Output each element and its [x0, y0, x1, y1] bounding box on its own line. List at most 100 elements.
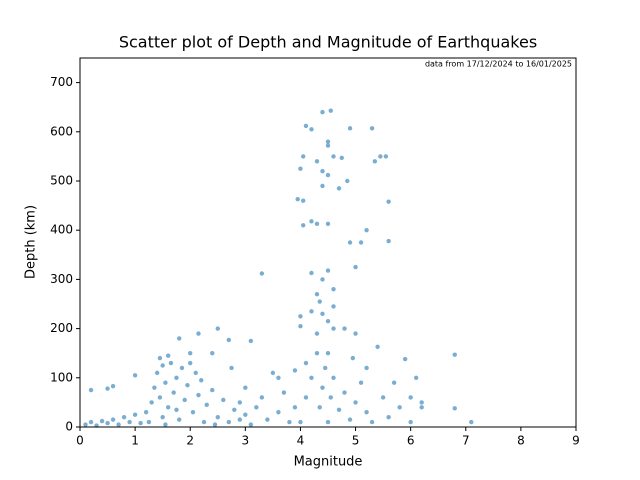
- point: [243, 385, 248, 390]
- point: [295, 197, 300, 202]
- point: [383, 154, 389, 159]
- point: [413, 375, 419, 380]
- point: [325, 143, 331, 148]
- point: [110, 383, 116, 389]
- annotation: data from 17/12/2024 to 16/01/2025: [425, 60, 572, 69]
- point: [298, 314, 303, 319]
- point: [215, 414, 220, 420]
- point: [325, 172, 331, 178]
- point: [303, 395, 309, 400]
- point: [303, 360, 309, 366]
- y-tick-label: 100: [50, 370, 73, 384]
- point: [347, 417, 353, 422]
- point: [254, 405, 259, 410]
- point: [165, 405, 171, 410]
- point: [309, 219, 314, 224]
- point: [317, 405, 322, 410]
- point: [331, 375, 336, 380]
- point: [154, 370, 160, 376]
- point: [190, 410, 196, 415]
- point: [320, 168, 325, 174]
- point: [386, 238, 391, 244]
- point: [402, 356, 408, 362]
- point: [320, 385, 325, 390]
- point: [160, 414, 165, 420]
- point: [350, 355, 355, 361]
- point: [325, 268, 331, 273]
- point: [309, 127, 314, 132]
- point: [328, 395, 333, 400]
- point: [331, 287, 336, 292]
- point: [314, 331, 320, 336]
- point: [185, 382, 190, 388]
- chart-title: Scatter plot of Depth and Magnitude of E…: [119, 33, 537, 52]
- point: [320, 183, 325, 189]
- point: [177, 336, 182, 341]
- point: [314, 159, 320, 164]
- point: [331, 154, 336, 159]
- point: [342, 390, 347, 395]
- point: [301, 154, 306, 159]
- point: [88, 387, 94, 393]
- point: [196, 392, 201, 398]
- point: [320, 311, 325, 317]
- y-tick-label: 0: [65, 420, 73, 434]
- y-tick-label: 700: [50, 75, 73, 89]
- point: [146, 419, 152, 425]
- point: [237, 417, 243, 422]
- point: [149, 400, 154, 405]
- point: [138, 420, 143, 426]
- point: [325, 351, 331, 356]
- point: [358, 380, 364, 385]
- point: [336, 407, 342, 412]
- point: [281, 390, 287, 395]
- point: [270, 370, 276, 376]
- point: [320, 277, 325, 282]
- point: [152, 385, 157, 390]
- point: [342, 326, 347, 331]
- point: [303, 123, 309, 129]
- point: [325, 419, 331, 425]
- point: [132, 373, 138, 378]
- point: [419, 400, 424, 405]
- point: [369, 419, 375, 425]
- point: [237, 400, 243, 405]
- point: [174, 407, 179, 412]
- point: [353, 331, 358, 336]
- point: [215, 326, 220, 331]
- point: [345, 178, 350, 184]
- point: [160, 363, 165, 368]
- point: [298, 419, 303, 425]
- point: [196, 331, 201, 336]
- point: [347, 240, 353, 245]
- point: [325, 319, 331, 324]
- point: [248, 338, 254, 344]
- point: [226, 419, 231, 425]
- point: [182, 397, 187, 403]
- point: [372, 159, 378, 164]
- point: [339, 155, 344, 161]
- point: [188, 360, 193, 366]
- point: [325, 139, 331, 144]
- points: [83, 108, 474, 428]
- point: [210, 351, 215, 356]
- point: [177, 417, 182, 422]
- point: [201, 419, 207, 425]
- point: [163, 422, 168, 427]
- point: [188, 351, 193, 356]
- point: [386, 414, 391, 420]
- point: [221, 397, 226, 403]
- point: [121, 414, 127, 420]
- point: [204, 402, 209, 408]
- point: [309, 375, 314, 380]
- point: [452, 406, 457, 411]
- point: [331, 326, 336, 331]
- point: [320, 109, 325, 115]
- point: [212, 422, 218, 427]
- point: [199, 378, 204, 383]
- point: [165, 353, 171, 358]
- point: [408, 419, 413, 425]
- point: [298, 323, 303, 329]
- point: [325, 221, 331, 227]
- point: [364, 410, 369, 415]
